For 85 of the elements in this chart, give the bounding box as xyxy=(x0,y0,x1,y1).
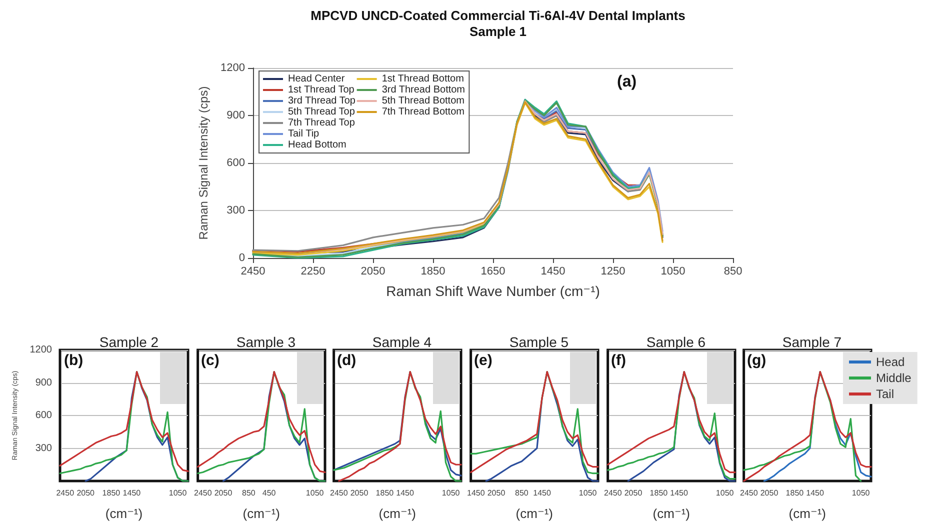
x-tick-label: 850 xyxy=(242,488,256,498)
legend-label: 3rd Thread Top xyxy=(288,96,356,106)
annotation: (e) xyxy=(474,352,492,369)
chart-title: Sample 5 xyxy=(509,334,569,350)
x-axis-title: (cm⁻¹) xyxy=(652,506,690,521)
x-axis-title: Raman Shift Wave Number (cm⁻¹) xyxy=(386,283,600,299)
x-tick-label: 1850 xyxy=(650,488,668,498)
x-tick-label: 1450 xyxy=(122,488,142,498)
legend-label: 7th Thread Top xyxy=(288,118,356,128)
x-tick-label: 1250 xyxy=(600,266,626,278)
x-tick-label: 850 xyxy=(515,488,529,498)
legend-label: Head Center xyxy=(288,74,346,84)
legend-label: Tail xyxy=(876,387,894,401)
x-tick-label: 1050 xyxy=(306,488,324,498)
x-tick-label: 1450 xyxy=(540,266,566,278)
y-tick-label: 600 xyxy=(226,157,245,169)
y-tick-label: 0 xyxy=(238,252,245,264)
x-tick-label: 850 xyxy=(724,266,742,278)
y-tick-label: 300 xyxy=(226,204,245,216)
legend-label: 3rd Thread Bottom xyxy=(382,84,466,96)
x-tick-label: 2450 xyxy=(240,266,266,278)
x-tick-label: 1850 xyxy=(420,266,446,278)
legend-label: 1st Thread Bottom xyxy=(382,74,464,84)
x-axis-title: (cm⁻¹) xyxy=(516,506,553,521)
y-tick-label: 600 xyxy=(35,410,52,421)
y-tick-label: 900 xyxy=(226,110,245,122)
legend-label: Head Bottom xyxy=(288,140,346,150)
x-tick-label: 2050 xyxy=(76,488,96,498)
x-tick-label: 2050 xyxy=(214,488,233,498)
x-tick-label: 1050 xyxy=(716,488,734,498)
x-axis-title: (cm⁻¹) xyxy=(242,506,280,521)
x-tick-label: 450 xyxy=(262,488,276,498)
legend-label: Tail Tip xyxy=(288,128,320,140)
y-tick-label: 1200 xyxy=(220,62,245,74)
x-tick-label: 2450 xyxy=(604,488,622,498)
legend-label: 5th Thread Bottom xyxy=(382,96,464,106)
x-tick-label: 1450 xyxy=(670,488,688,498)
chart-title: Sample 7 xyxy=(782,334,842,350)
chart-title: Sample 4 xyxy=(372,334,432,350)
x-tick-label: 1450 xyxy=(467,488,486,498)
chart-title: Sample 6 xyxy=(646,334,706,350)
x-tick-label: 1050 xyxy=(168,488,188,498)
annotation: (a) xyxy=(617,74,637,90)
x-tick-label: 2450 xyxy=(330,488,348,498)
y-tick-label: 300 xyxy=(35,442,52,454)
x-axis-title: (cm⁻¹) xyxy=(788,506,826,521)
x-tick-label: 2050 xyxy=(624,488,643,498)
x-tick-label: 2450 xyxy=(56,488,75,498)
chart-title: MPCVD UNCD-Coated Commercial Ti-6Al-4V Dental Implants xyxy=(310,8,686,23)
legend-label: 1st Thread Top xyxy=(288,84,355,96)
legend-label: Middle xyxy=(876,371,912,385)
x-tick-label: 2050 xyxy=(350,488,369,498)
x-tick-label: 2050 xyxy=(487,488,506,498)
x-tick-label: 1050 xyxy=(852,488,870,498)
x-tick-label: 1450 xyxy=(396,488,414,498)
y-tick-label: 1200 xyxy=(30,344,52,356)
x-tick-label: 2050 xyxy=(760,488,779,498)
annotation: (d) xyxy=(337,352,356,369)
chart-title: Sample 3 xyxy=(236,334,296,350)
legend-label: 7th Thread Bottom xyxy=(382,106,464,118)
x-tick-label: 1850 xyxy=(786,488,804,498)
x-tick-label: 2450 xyxy=(194,488,212,498)
annotation: (f) xyxy=(611,352,626,369)
x-tick-label: 1050 xyxy=(578,488,598,498)
chart-title: Sample 2 xyxy=(99,334,159,350)
y-tick-label: 900 xyxy=(35,377,52,388)
legend-label: 5th Thread Top xyxy=(288,106,356,118)
x-tick-label: 1850 xyxy=(376,488,394,498)
annotation: (c) xyxy=(201,352,220,369)
x-axis-title: (cm⁻¹) xyxy=(105,506,143,521)
x-tick-label: 1650 xyxy=(480,266,506,278)
x-tick-label: 2250 xyxy=(300,266,326,278)
chart-subtitle: Sample 1 xyxy=(469,24,527,39)
x-axis-title: (cm⁻¹) xyxy=(378,506,416,521)
x-tick-label: 2450 xyxy=(740,488,758,498)
annotation: (g) xyxy=(747,352,766,369)
x-tick-label: 1050 xyxy=(442,488,460,498)
x-tick-label: 2050 xyxy=(360,266,386,278)
y-axis-title: Raman Signal Intensity (cps) xyxy=(196,86,211,240)
x-tick-label: 1450 xyxy=(533,488,552,498)
legend-label: Head xyxy=(876,355,905,369)
x-tick-label: 1050 xyxy=(660,266,686,278)
annotation: (b) xyxy=(64,352,84,369)
x-tick-label: 1850 xyxy=(102,488,121,498)
x-tick-label: 1450 xyxy=(806,488,824,498)
